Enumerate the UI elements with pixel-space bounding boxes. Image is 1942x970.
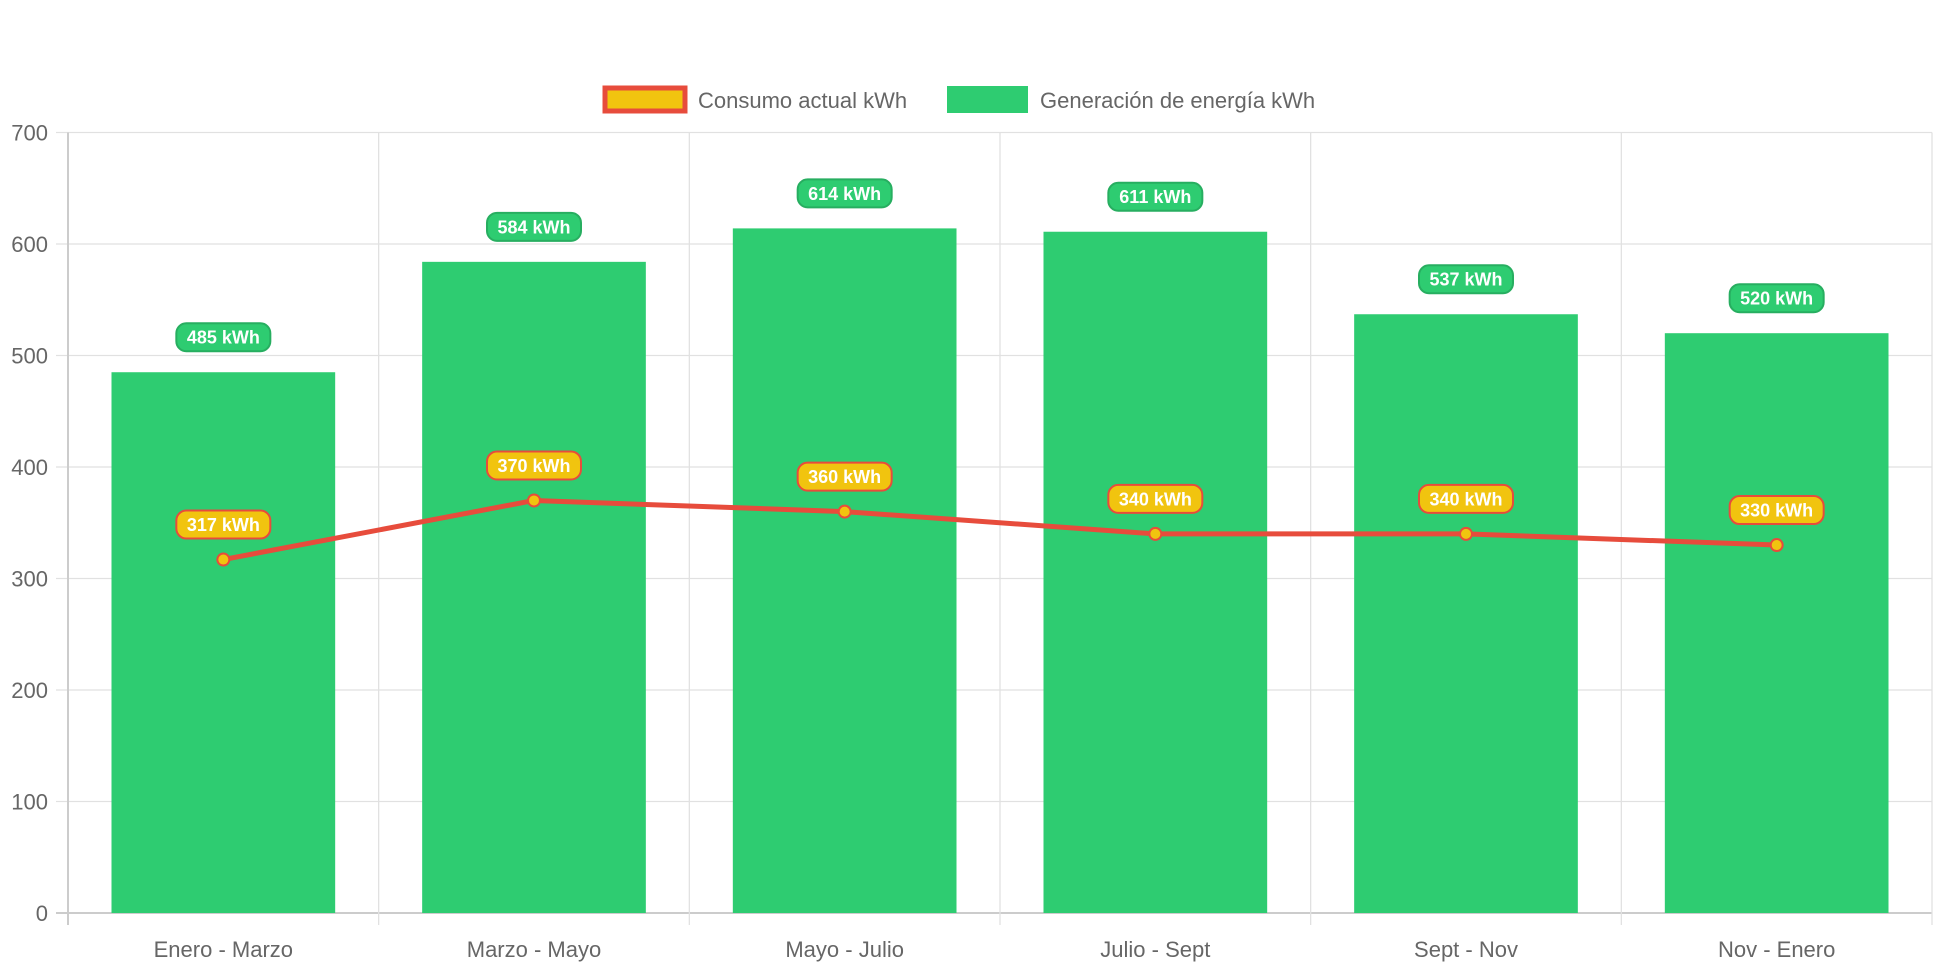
bar	[732, 228, 957, 913]
line-point	[216, 552, 231, 567]
data-label-box	[1107, 181, 1204, 212]
line-point	[1769, 538, 1784, 553]
data-label-text: 340 kWh	[1429, 489, 1502, 509]
bar	[1664, 333, 1889, 913]
line-path	[222, 497, 1777, 563]
line-point	[837, 504, 852, 519]
data-label: 370 kWh	[486, 450, 582, 481]
data-label-text: 520 kWh	[1740, 289, 1813, 309]
legend-swatch-generacion	[947, 86, 1028, 113]
x-tick-label: Sept - Nov	[1414, 937, 1518, 962]
data-label: 485 kWh	[175, 322, 272, 353]
data-label-box	[1418, 264, 1514, 295]
data-label-text: 340 kWh	[1119, 489, 1192, 509]
data-label-text: 360 kWh	[808, 467, 881, 487]
data-label-text: 485 kWh	[187, 328, 260, 348]
bars	[111, 228, 1889, 914]
data-label: 537 kWh	[1418, 264, 1514, 295]
y-tick-label: 500	[11, 344, 48, 369]
data-label: 360 kWh	[796, 461, 893, 492]
data-label: 614 kWh	[796, 178, 893, 209]
data-label-text: 317 kWh	[187, 515, 260, 535]
legend-swatch-consumo	[602, 85, 688, 114]
data-label-box	[486, 211, 582, 242]
data-labels: 485 kWh 584 kWh 614 kWh 611 kWh 537 kWh 520 k…	[175, 178, 1825, 540]
y-tick-label: 200	[11, 678, 48, 703]
data-label-text: 584 kWh	[497, 217, 570, 237]
data-label: 520 kWh	[1728, 283, 1825, 314]
bar	[111, 372, 336, 914]
data-label-text: 614 kWh	[808, 184, 881, 204]
data-label-box	[1418, 483, 1514, 514]
data-label: 611 kWh	[1107, 181, 1204, 212]
data-label-text: 330 kWh	[1740, 501, 1813, 521]
data-label: 340 kWh	[1418, 483, 1514, 514]
data-label-box	[175, 509, 272, 540]
y-tick-label: 0	[36, 901, 48, 926]
y-tick-label: 400	[11, 455, 48, 480]
x-tick-label: Marzo - Mayo	[467, 937, 601, 962]
data-label: 340 kWh	[1107, 483, 1204, 514]
data-label-box	[175, 322, 272, 353]
data-label-box	[1107, 483, 1204, 514]
line-point	[1459, 526, 1473, 541]
data-label-text: 537 kWh	[1429, 270, 1502, 290]
data-label: 330 kWh	[1728, 495, 1825, 526]
data-label-text: 370 kWh	[497, 456, 570, 476]
bar	[422, 261, 646, 914]
x-tick-label: Mayo - Julio	[785, 937, 904, 962]
legend-label-consumo: Consumo actual kWh	[698, 88, 907, 113]
data-label: 584 kWh	[486, 211, 582, 242]
data-label-box	[1728, 495, 1825, 526]
line-series	[216, 493, 1784, 567]
data-label-text: 611 kWh	[1119, 187, 1191, 207]
bar	[1354, 314, 1578, 913]
x-tick-label: Nov - Enero	[1718, 937, 1835, 962]
data-label-box	[796, 461, 893, 492]
line-point	[1148, 526, 1163, 541]
data-label-box	[1728, 283, 1825, 314]
legend-label-generacion: Generación de energía kWh	[1040, 88, 1315, 113]
y-tick-label: 700	[11, 121, 48, 146]
data-label-box	[796, 178, 893, 209]
y-tick-label: 600	[11, 232, 48, 257]
legend: Consumo actual kWh Generación de energía …	[602, 85, 1315, 114]
data-label-box	[486, 450, 582, 481]
bar	[1043, 231, 1268, 914]
y-tick-label: 100	[11, 790, 48, 815]
x-tick-label: Julio - Sept	[1100, 937, 1210, 962]
y-tick-label: 300	[11, 567, 48, 592]
x-tick-label: Enero - Marzo	[154, 937, 293, 962]
grid: 0 100 200 300 400 500 600 700 Enero - Marzo Marzo…	[11, 121, 1933, 962]
data-label: 317 kWh	[175, 509, 272, 540]
line-point	[527, 493, 541, 508]
